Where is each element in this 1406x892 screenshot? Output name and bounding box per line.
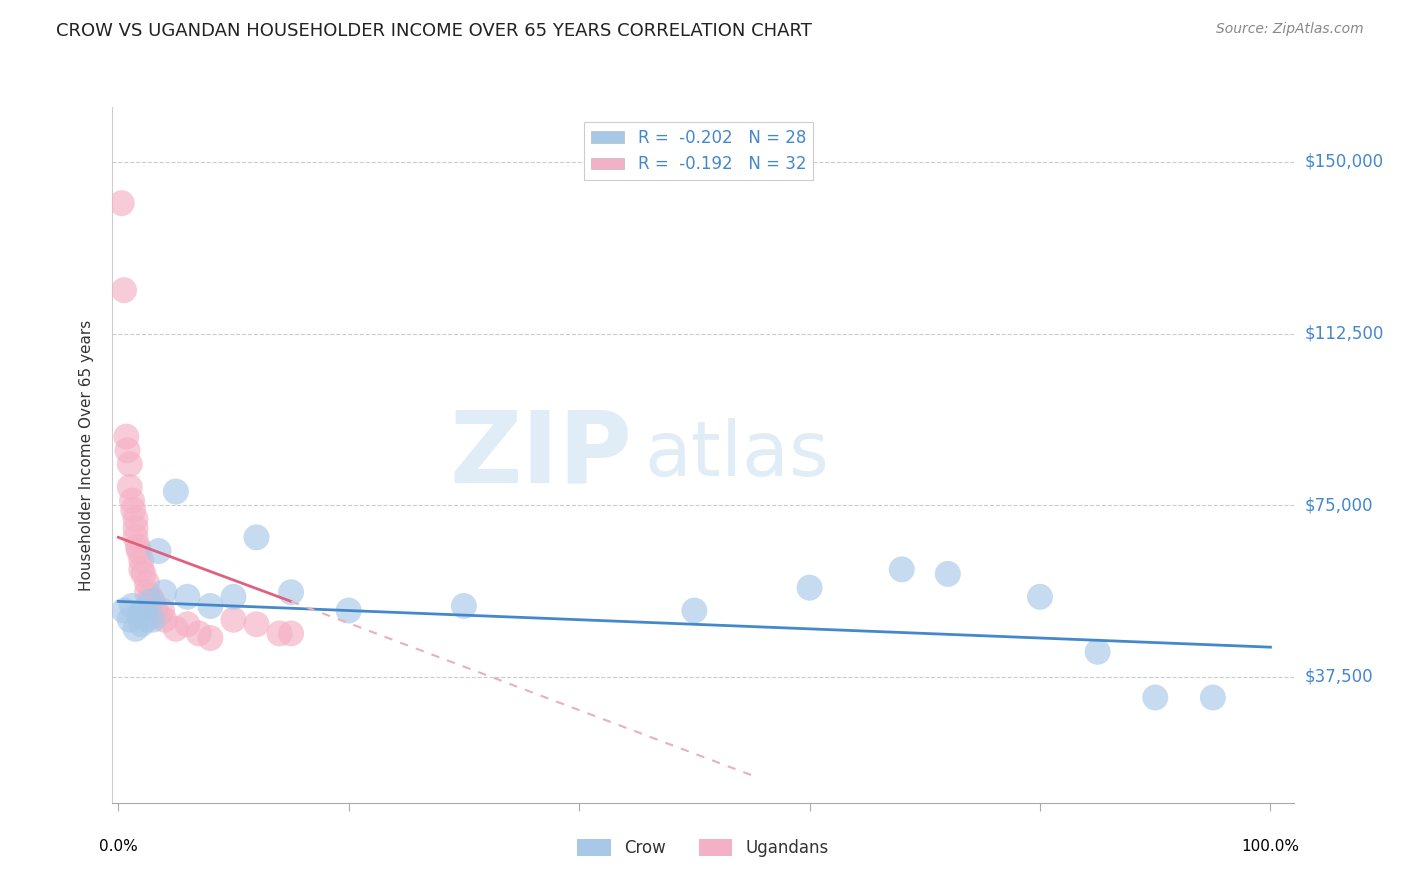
- Point: [222, 590, 245, 604]
- Text: $112,500: $112,500: [1305, 325, 1384, 343]
- Point: [280, 626, 302, 640]
- Point: [122, 503, 145, 517]
- Point: [269, 626, 291, 640]
- Point: [200, 631, 222, 645]
- Point: [176, 617, 198, 632]
- Point: [118, 457, 141, 471]
- Point: [165, 484, 187, 499]
- Point: [139, 594, 162, 608]
- Point: [148, 544, 170, 558]
- Point: [128, 544, 150, 558]
- Point: [112, 603, 135, 617]
- Point: [1202, 690, 1225, 705]
- Point: [129, 617, 152, 632]
- Point: [139, 590, 162, 604]
- Point: [683, 603, 706, 617]
- Text: $75,000: $75,000: [1305, 496, 1374, 515]
- Point: [337, 603, 360, 617]
- Point: [936, 566, 959, 581]
- Point: [118, 480, 141, 494]
- Text: ZIP: ZIP: [450, 407, 633, 503]
- Point: [153, 585, 176, 599]
- Point: [132, 603, 155, 617]
- Point: [148, 608, 170, 623]
- Point: [142, 594, 165, 608]
- Point: [129, 553, 152, 567]
- Point: [143, 603, 166, 617]
- Point: [111, 196, 134, 211]
- Point: [280, 585, 302, 599]
- Point: [115, 429, 138, 443]
- Y-axis label: Householder Income Over 65 years: Householder Income Over 65 years: [79, 319, 94, 591]
- Point: [153, 613, 176, 627]
- Point: [121, 599, 143, 613]
- Point: [118, 613, 141, 627]
- Point: [245, 617, 267, 632]
- Point: [799, 581, 821, 595]
- Point: [1029, 590, 1052, 604]
- Point: [245, 530, 267, 544]
- Point: [222, 613, 245, 627]
- Point: [124, 512, 146, 526]
- Text: $37,500: $37,500: [1305, 668, 1374, 686]
- Point: [132, 566, 155, 581]
- Point: [124, 530, 146, 544]
- Text: Source: ZipAtlas.com: Source: ZipAtlas.com: [1216, 22, 1364, 37]
- Point: [200, 599, 222, 613]
- Point: [112, 283, 135, 297]
- Point: [1087, 645, 1109, 659]
- Text: atlas: atlas: [644, 418, 828, 491]
- Point: [129, 562, 152, 576]
- Point: [176, 590, 198, 604]
- Point: [136, 613, 159, 627]
- Legend: Crow, Ugandans: Crow, Ugandans: [571, 832, 835, 864]
- Point: [127, 540, 149, 554]
- Point: [890, 562, 912, 576]
- Point: [150, 603, 173, 617]
- Point: [142, 613, 165, 627]
- Text: 100.0%: 100.0%: [1241, 839, 1299, 855]
- Point: [165, 622, 187, 636]
- Point: [1144, 690, 1167, 705]
- Point: [136, 585, 159, 599]
- Point: [117, 443, 139, 458]
- Point: [453, 599, 475, 613]
- Text: $150,000: $150,000: [1305, 153, 1384, 171]
- Point: [136, 576, 159, 591]
- Point: [128, 608, 150, 623]
- Point: [124, 521, 146, 535]
- Text: 0.0%: 0.0%: [98, 839, 138, 855]
- Point: [187, 626, 209, 640]
- Text: CROW VS UGANDAN HOUSEHOLDER INCOME OVER 65 YEARS CORRELATION CHART: CROW VS UGANDAN HOUSEHOLDER INCOME OVER …: [56, 22, 813, 40]
- Point: [124, 622, 146, 636]
- Point: [121, 493, 143, 508]
